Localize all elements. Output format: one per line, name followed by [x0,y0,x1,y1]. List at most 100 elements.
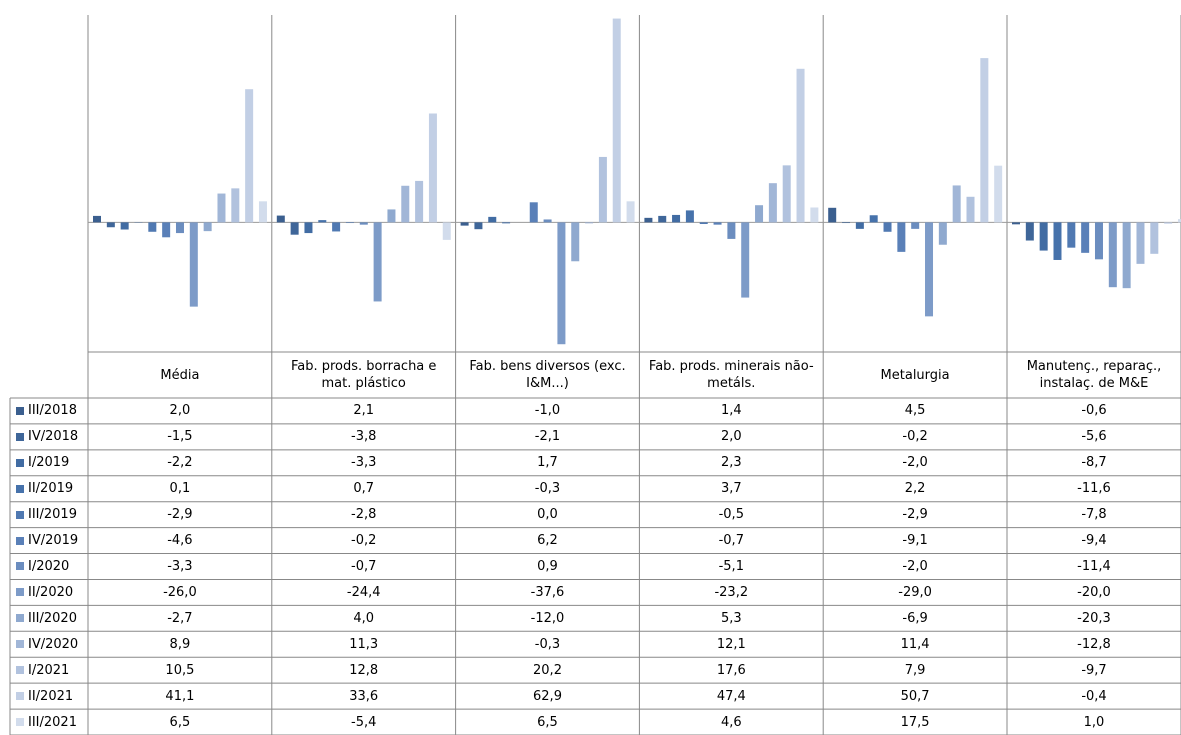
bar [1122,222,1131,289]
table-cell: -2,8 [351,507,377,523]
bar [120,222,129,230]
bar [952,185,961,223]
table-cell: -0,5 [718,507,744,523]
table-cell: -2,1 [534,429,561,445]
bar [782,165,791,223]
bar [1053,222,1062,260]
bar [304,222,313,234]
table-cell: 11,4 [900,636,930,652]
bar [925,222,934,317]
header-cell: Fab. prods. minerais não-metáls. [648,359,814,391]
legend-entry: III/2018 [10,398,88,424]
bar [796,68,805,223]
table-cell: -1,5 [167,429,193,445]
legend-entry: I/2021 [10,657,88,683]
table-cell: 50,7 [900,688,930,704]
bar [585,222,594,224]
bar [175,222,184,234]
table-cell: 11,3 [349,636,379,652]
bar [994,165,1003,223]
table-cell: 2,1 [353,403,375,419]
bar [345,222,354,224]
bar [428,113,437,223]
legend-entry: II/2021 [10,683,88,709]
table-cell: -20,0 [1077,584,1111,600]
legend-entry: I/2019 [10,450,88,476]
table-cell: -2,0 [902,455,928,471]
header-cell: Manutenç., reparaç., instalaç. de M&E [1026,359,1162,391]
table-cell: -11,6 [1077,481,1111,497]
legend-label: III/2019 [28,507,77,523]
legend-label: III/2018 [28,403,77,419]
legend-label: IV/2018 [28,429,79,445]
table-cell: -37,6 [530,584,565,600]
table-cell: 4,5 [904,403,926,419]
legend-label: IV/2020 [28,636,79,652]
bar [415,180,424,223]
table-cell: -0,7 [351,558,377,574]
table-cell: 0,9 [537,558,558,574]
legend-swatch [16,640,24,649]
table-cell: -3,8 [351,429,377,445]
bar [1081,222,1090,253]
bar [162,222,171,238]
table-cell: 4,0 [353,610,375,626]
header-cell: Fab. prods. borracha e mat. plástico [290,359,437,391]
legend-entry: IV/2019 [10,528,88,554]
table-cell: -5,6 [1081,429,1107,445]
bar [1012,222,1020,225]
legend-swatch [16,666,24,675]
table-cell: -0,6 [1081,403,1107,419]
bar [1067,222,1076,248]
bar [290,222,299,235]
bar [672,214,681,223]
table-cell: 2,0 [720,429,742,445]
table-cell: -2,2 [167,455,193,471]
legend-label: II/2020 [28,584,74,600]
table-cell: 8,9 [169,636,191,652]
bar [529,202,538,223]
table-cell: -3,3 [167,558,193,574]
table-cell: -2,7 [167,610,193,626]
bar [699,222,708,225]
legend-swatch [16,718,24,727]
bar [460,222,469,226]
bar [442,222,451,240]
legend-swatch [16,692,24,701]
table-cell: 7,9 [904,662,926,678]
table-cell: -0,2 [351,533,377,549]
bar [727,222,736,239]
bar [203,222,212,232]
bar [1039,222,1048,251]
table-cell: -12,0 [530,610,565,626]
bar [869,215,878,223]
bar [855,222,864,229]
table-cell: 47,4 [716,688,746,704]
bar [387,209,396,223]
table-cell: 6,5 [537,714,558,730]
table-cell: -7,8 [1081,507,1107,523]
bar [189,222,198,307]
bar [768,183,777,223]
table-cell: -3,3 [351,455,377,471]
bar [231,188,240,223]
bar [1108,222,1117,288]
legend-label: III/2020 [28,610,77,626]
table-cell: 6,2 [537,533,558,549]
bar [373,222,382,302]
header-cell: Metalurgia [880,367,950,383]
bar [883,222,892,232]
bar [911,222,920,229]
bar [93,215,101,223]
table-cell: 6,5 [169,714,191,730]
bar [557,222,566,345]
legend-entry: I/2020 [10,554,88,580]
table-cell: -23,2 [714,584,749,600]
table-cell: -9,1 [902,533,928,549]
legend-swatch [16,536,24,545]
table-cell: 1,7 [537,455,558,471]
bar [755,205,764,223]
table-cell: 41,1 [165,688,195,704]
table-cell: 17,5 [900,714,930,730]
